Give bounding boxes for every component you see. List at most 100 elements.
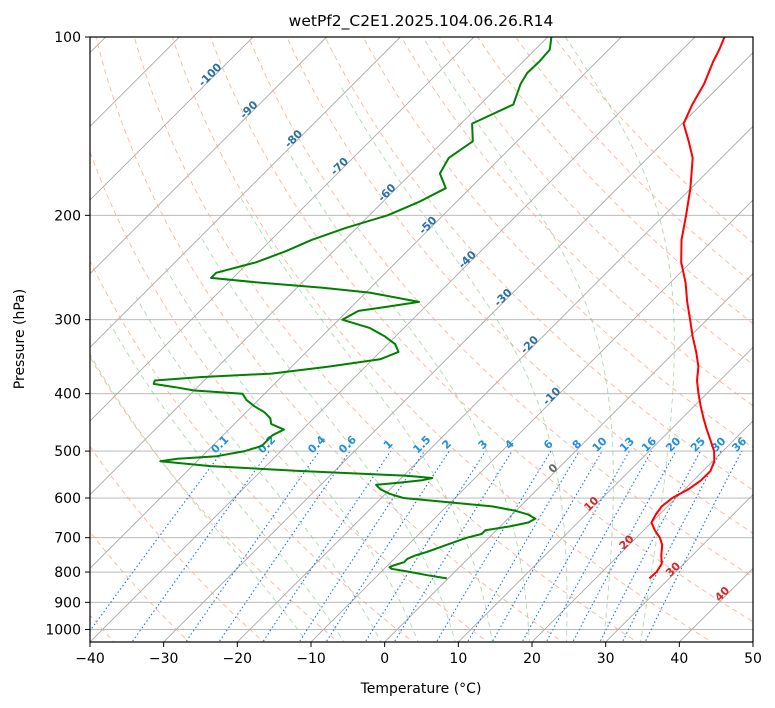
- mixing-ratio-label: 6: [541, 437, 556, 452]
- dry-adiabat: [95, 37, 564, 642]
- y-tick-label: 900: [54, 595, 81, 611]
- dry-adiabat: [324, 37, 753, 491]
- isotherm-line: [605, 494, 753, 642]
- isotherm-line: [90, 37, 696, 642]
- isotherm-label: -80: [282, 127, 305, 150]
- chart-title: wetPf2_C2E1.2025.104.06.26.R14: [289, 12, 554, 31]
- mixing-ratio-line: [364, 450, 486, 642]
- isotherm-label: 10: [581, 494, 601, 514]
- dry-adiabat: [90, 150, 489, 642]
- mixing-ratio-label: 36: [729, 434, 749, 454]
- moist-adiabat: [565, 37, 675, 642]
- y-tick-label: 1000: [45, 622, 81, 638]
- dry-adiabat: [90, 356, 339, 642]
- dry-adiabat: [438, 37, 753, 365]
- moist-adiabat: [135, 297, 382, 642]
- mixing-ratio-line: [298, 450, 425, 642]
- isotherm-line: [90, 37, 401, 348]
- mixing-ratio-label: 8: [570, 437, 585, 452]
- moist-adiabat: [198, 233, 456, 642]
- moist-adiabat: [109, 323, 345, 642]
- y-tick-label: 800: [54, 565, 81, 581]
- y-tick-label: 300: [54, 313, 81, 329]
- mixing-ratio-labels: 0.1 0.2 0.4 0.6 1 1.5 2 3 4 6 8 10 13 16 20 25 30 36: [208, 433, 749, 456]
- mixing-ratio-label: 3: [476, 437, 491, 452]
- isotherm-label: 20: [617, 532, 637, 552]
- mixing-ratio-label: 0.1: [208, 433, 231, 456]
- mixing-ratio-label: 1.5: [410, 433, 433, 456]
- plot-area: -100-90-80-70-60-50-40-30-20-10010203040…: [90, 37, 753, 642]
- x-tick-label: −30: [149, 651, 179, 667]
- y-tick-label: 500: [54, 444, 81, 460]
- dry-adiabat: [515, 37, 753, 284]
- x-tick-label: −40: [75, 651, 105, 667]
- isotherm-line: [163, 52, 753, 642]
- temperature-profile: [648, 37, 726, 580]
- isotherm-line: [90, 37, 328, 275]
- y-axis-ticks: 100 200 300 400 500 600 700 800 900 1000: [45, 30, 90, 638]
- isotherm-label: -30: [491, 286, 514, 309]
- dry-adiabat: [210, 37, 753, 623]
- dry-adiabat: [171, 37, 713, 642]
- mixing-ratio-line: [325, 450, 450, 642]
- moist-adiabat: [339, 83, 568, 642]
- isotherm-label: -20: [518, 333, 541, 356]
- mixing-ratio-line: [131, 450, 270, 642]
- isotherm-label: -100: [196, 60, 225, 89]
- mixing-ratio-line: [90, 450, 223, 632]
- moist-adiabat: [165, 267, 419, 642]
- isotherm-line: [90, 37, 549, 496]
- x-tick-label: −20: [223, 651, 253, 667]
- isotherm-label: 40: [712, 584, 732, 604]
- moist-adiabat: [422, 37, 614, 642]
- dry-adiabat: [133, 37, 638, 642]
- moist-adiabats: [90, 37, 675, 642]
- dry-adiabat: [90, 445, 265, 642]
- dry-adiabat: [90, 531, 190, 642]
- moist-adiabat: [286, 149, 530, 642]
- x-axis-ticks: −40 −30 −20 −10 0 10 20 30 40 50: [75, 642, 762, 667]
- dry-adiabats: [90, 37, 753, 642]
- isotherm-label: -90: [237, 98, 260, 121]
- isotherm-label: -70: [328, 155, 351, 178]
- isotherm-line: [752, 641, 753, 642]
- y-tick-label: 100: [54, 30, 81, 46]
- x-tick-label: 40: [670, 651, 688, 667]
- x-tick-label: 10: [449, 651, 467, 667]
- x-tick-label: 20: [523, 651, 541, 667]
- isotherm-line: [457, 346, 753, 642]
- plot-frame: [89, 36, 754, 643]
- mixing-ratio-label: 10: [590, 434, 610, 454]
- mixing-ratio-label: 0.2: [255, 433, 278, 456]
- x-tick-label: 30: [597, 651, 615, 667]
- isotherm-line: [90, 37, 254, 201]
- y-axis-label: Pressure (hPa): [12, 289, 28, 389]
- y-tick-label: 200: [54, 208, 81, 224]
- mixing-ratio-label: 0.4: [305, 433, 328, 456]
- dry-adiabat: [400, 37, 753, 407]
- x-axis-label: Temperature (°C): [360, 681, 482, 697]
- mixing-ratio-line: [644, 450, 743, 642]
- moist-adiabat: [90, 353, 308, 642]
- dewpoint-profile: [152, 37, 553, 580]
- isotherm-label: -50: [416, 214, 439, 237]
- mixing-ratio-label: 16: [639, 434, 659, 454]
- pressure-gridlines: [90, 37, 753, 630]
- mixing-ratio-line: [572, 450, 677, 642]
- isotherm-line: [90, 37, 622, 569]
- dry-adiabat: [248, 37, 753, 578]
- x-tick-label: −10: [296, 651, 326, 667]
- isotherm-line: [531, 420, 753, 642]
- dry-adiabat: [286, 37, 753, 534]
- dry-adiabat: [90, 259, 414, 642]
- skewed-isotherms: [90, 37, 753, 642]
- mixing-ratio-label: 20: [663, 434, 683, 454]
- moist-adiabat: [238, 195, 493, 642]
- mixing-ratio-line: [218, 450, 351, 642]
- isotherm-label: -60: [375, 181, 398, 204]
- isotherm-line: [90, 37, 475, 422]
- mixing-ratio-line: [393, 450, 513, 642]
- mixing-ratio-line: [466, 450, 580, 642]
- y-tick-label: 600: [54, 491, 81, 507]
